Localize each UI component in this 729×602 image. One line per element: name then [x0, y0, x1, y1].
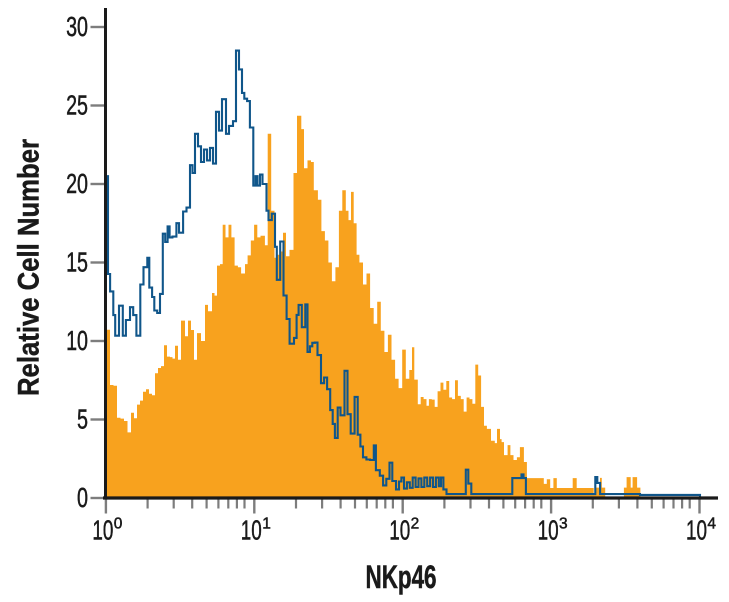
svg-text:25: 25: [66, 90, 88, 121]
svg-text:1: 1: [262, 516, 271, 533]
svg-text:3: 3: [559, 516, 568, 533]
svg-text:20: 20: [66, 168, 88, 199]
svg-text:10: 10: [538, 514, 559, 545]
svg-text:NKp46: NKp46: [366, 559, 437, 595]
svg-text:10: 10: [389, 514, 410, 545]
svg-text:0: 0: [114, 516, 123, 533]
svg-text:10: 10: [241, 514, 262, 545]
svg-text:4: 4: [707, 516, 716, 533]
svg-text:10: 10: [92, 514, 113, 545]
svg-text:10: 10: [66, 325, 88, 356]
svg-text:0: 0: [77, 482, 88, 513]
svg-text:10: 10: [686, 514, 707, 545]
svg-text:5: 5: [77, 404, 88, 435]
svg-text:15: 15: [66, 247, 88, 278]
svg-text:30: 30: [66, 11, 88, 42]
svg-text:2: 2: [411, 516, 420, 533]
svg-text:Relative Cell Number: Relative Cell Number: [13, 139, 46, 396]
